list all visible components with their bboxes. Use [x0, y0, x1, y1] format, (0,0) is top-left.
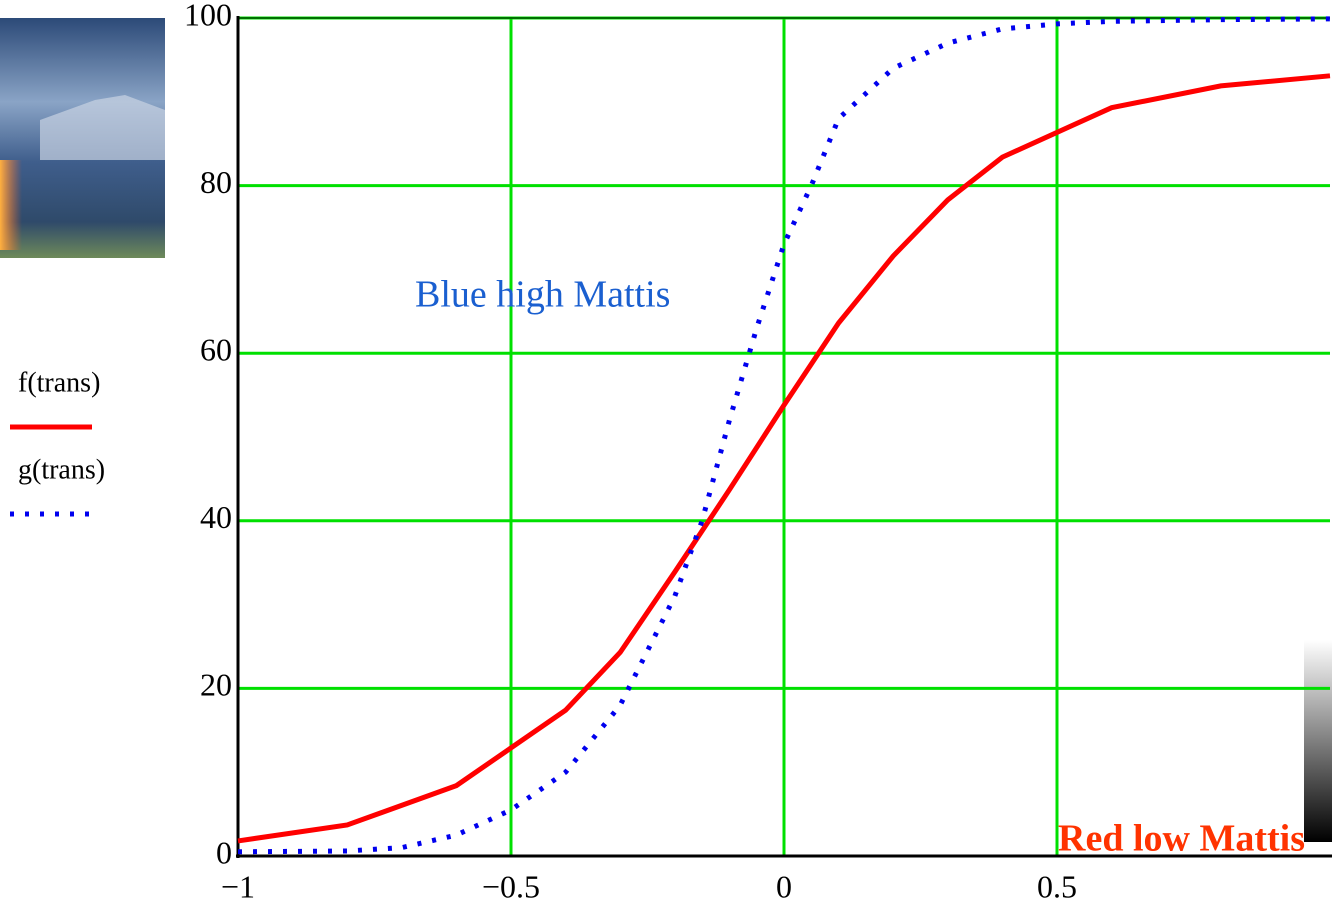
- photo-thumbnail: [0, 18, 165, 258]
- legend-label: g(trans): [18, 454, 105, 485]
- data-line: [237, 73, 1331, 844]
- gradient-bar: [1304, 600, 1332, 842]
- x-tick-label: 0: [776, 868, 792, 904]
- x-tick-label: −0.5: [482, 868, 540, 904]
- x-tick-label: 0.5: [1037, 868, 1077, 904]
- y-tick-label: 0: [216, 834, 232, 870]
- y-tick-label: 80: [200, 164, 232, 200]
- y-tick-label: 20: [200, 667, 232, 703]
- legend-label: f(trans): [18, 367, 100, 398]
- y-tick-label: 60: [200, 332, 232, 368]
- y-tick-label: 40: [200, 499, 232, 535]
- annotation: Red low Mattis: [1058, 818, 1305, 860]
- y-tick-label: 100: [184, 0, 232, 32]
- x-tick-label: −1: [221, 868, 255, 904]
- annotation: Blue high Mattis: [415, 274, 670, 316]
